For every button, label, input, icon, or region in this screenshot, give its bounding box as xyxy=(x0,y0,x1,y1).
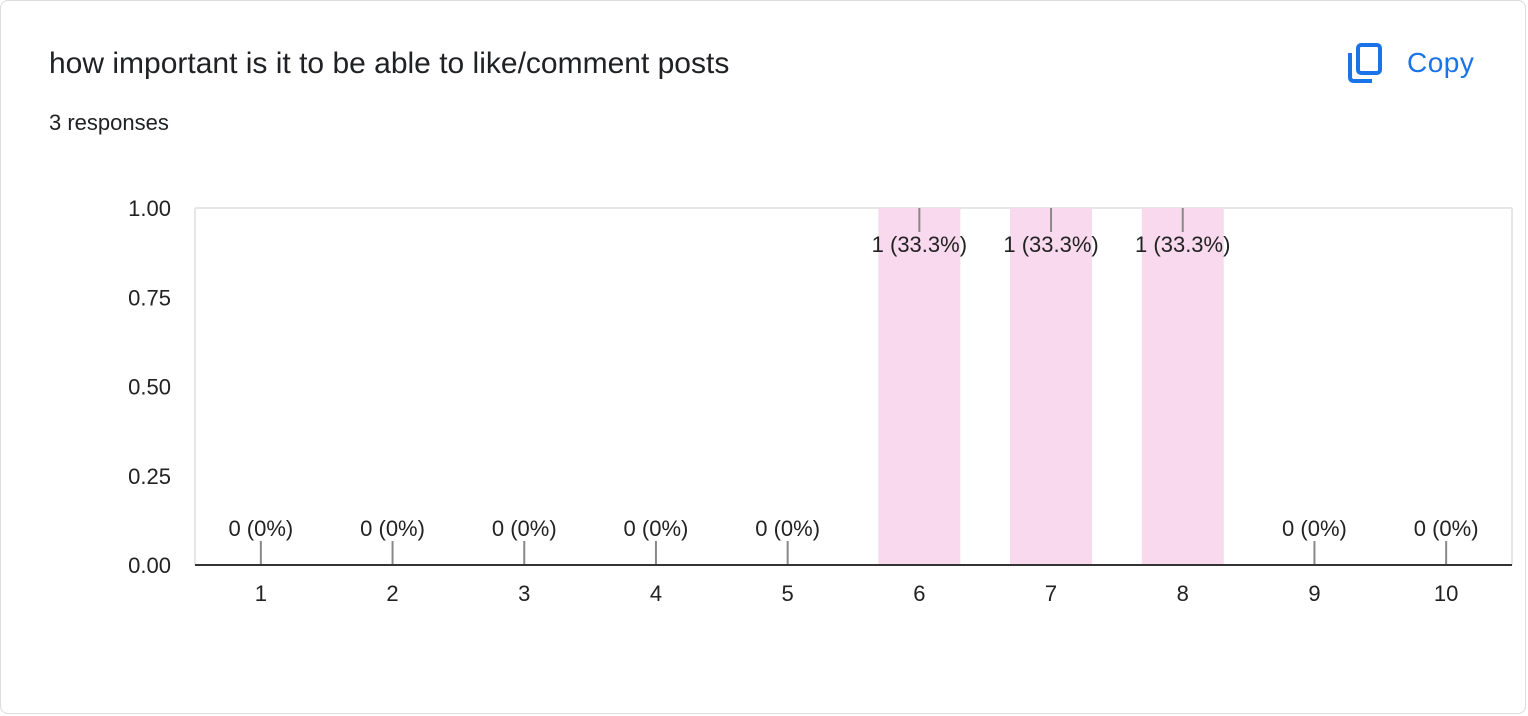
y-tick-label: 0.25 xyxy=(128,464,171,489)
data-label: 0 (0%) xyxy=(755,516,820,541)
y-tick-label: 0.75 xyxy=(128,285,171,310)
x-tick-label: 4 xyxy=(650,581,662,606)
x-tick-label: 7 xyxy=(1045,581,1057,606)
data-label: 0 (0%) xyxy=(492,516,557,541)
y-tick-label: 0.50 xyxy=(128,375,171,400)
x-tick-label: 1 xyxy=(255,581,267,606)
bar xyxy=(1141,208,1224,565)
question-title: how important is it to be able to like/c… xyxy=(49,47,730,80)
x-tick-label: 8 xyxy=(1177,581,1189,606)
x-tick-label: 10 xyxy=(1434,581,1458,606)
bar xyxy=(1010,208,1093,565)
response-count: 3 responses xyxy=(49,110,169,135)
x-tick-label: 2 xyxy=(386,581,398,606)
y-tick-label: 1.00 xyxy=(128,196,171,221)
data-label: 1 (33.3%) xyxy=(1003,232,1098,257)
data-label: 0 (0%) xyxy=(228,516,293,541)
data-label: 0 (0%) xyxy=(624,516,689,541)
data-label: 0 (0%) xyxy=(360,516,425,541)
x-tick-label: 9 xyxy=(1308,581,1320,606)
y-tick-label: 0.00 xyxy=(128,553,171,578)
bar xyxy=(878,208,961,565)
data-label: 0 (0%) xyxy=(1414,516,1479,541)
x-tick-label: 5 xyxy=(782,581,794,606)
data-label: 1 (33.3%) xyxy=(1135,232,1230,257)
x-tick-label: 3 xyxy=(518,581,530,606)
copy-button[interactable]: Copy xyxy=(1345,39,1474,87)
data-label: 1 (33.3%) xyxy=(872,232,967,257)
data-label: 0 (0%) xyxy=(1282,516,1347,541)
x-tick-label: 6 xyxy=(913,581,925,606)
copy-label: Copy xyxy=(1407,47,1475,78)
copy-icon xyxy=(1345,41,1385,85)
